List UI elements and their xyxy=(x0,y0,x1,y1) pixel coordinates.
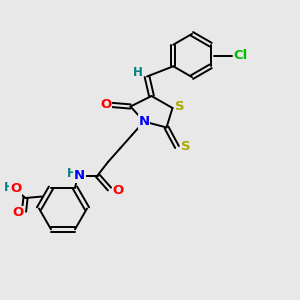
Text: N: N xyxy=(138,115,150,128)
Text: H: H xyxy=(4,181,13,194)
Text: N: N xyxy=(74,169,85,182)
Text: O: O xyxy=(10,182,21,196)
Text: H: H xyxy=(133,66,142,80)
Text: S: S xyxy=(181,140,191,154)
Text: S: S xyxy=(175,100,185,113)
Text: O: O xyxy=(100,98,112,112)
Text: O: O xyxy=(112,184,124,197)
Text: H: H xyxy=(67,167,76,180)
Text: Cl: Cl xyxy=(233,49,248,62)
Text: O: O xyxy=(12,206,24,220)
